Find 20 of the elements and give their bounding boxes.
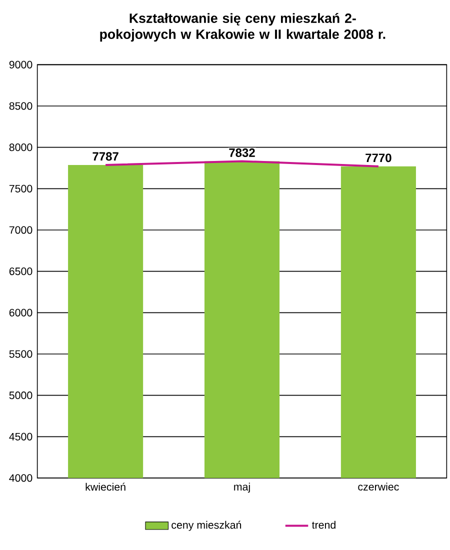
legend-label: trend (312, 520, 336, 529)
y-tick-label: 8000 (9, 144, 32, 152)
y-tick-label: 7500 (9, 184, 32, 192)
y-tick-label: 6500 (9, 268, 32, 276)
x-tick-label: czerwiec (358, 482, 399, 491)
y-tick-label: 4000 (9, 474, 32, 482)
y-tick-label: 9000 (9, 60, 32, 68)
data-label: 7770 (366, 154, 392, 162)
x-tick-label: kwiecień (86, 482, 126, 491)
chart-title: Kształtowanie się ceny mieszkań 2-pokojowych w Krakowie w II kwartale 2008 r. (100, 13, 386, 42)
data-label: 7832 (229, 148, 255, 157)
y-tick-label: 6000 (9, 308, 32, 316)
y-tick-label: 5000 (9, 392, 32, 400)
y-tick-label: 7000 (9, 226, 32, 234)
legend-label: ceny mieszkań (172, 520, 242, 531)
y-tick-label: 5500 (9, 350, 32, 358)
y-tick-label: 4500 (9, 432, 32, 440)
y-tick-label: 8500 (9, 102, 32, 110)
x-tick-label: maj (234, 482, 250, 493)
data-label: 7787 (92, 152, 118, 161)
